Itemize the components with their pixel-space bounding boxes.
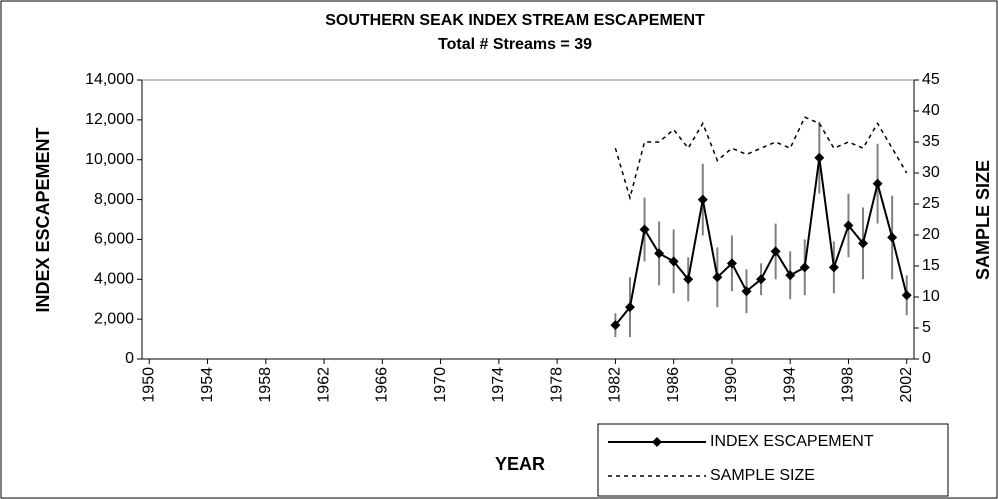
- x-tick-label: 1974: [490, 367, 507, 403]
- y2-tick-label: 30: [922, 164, 940, 181]
- x-tick-label: 1998: [840, 367, 857, 403]
- marker: [726, 258, 737, 269]
- legend-label: INDEX ESCAPEMENT: [710, 433, 874, 450]
- x-tick-label: 1950: [141, 367, 158, 403]
- y-tick-label: 14,000: [85, 71, 134, 88]
- y2-tick-label: 0: [922, 350, 931, 367]
- y2-tick-label: 35: [922, 133, 940, 150]
- y2-axis-label: SAMPLE SIZE: [973, 160, 993, 280]
- y2-tick-label: 45: [922, 71, 940, 88]
- dashed-line: [614, 116, 908, 201]
- x-tick-label: 1962: [315, 367, 332, 403]
- marker: [858, 238, 869, 249]
- y2-tick-label: 20: [922, 226, 940, 243]
- marker: [872, 178, 883, 189]
- marker: [610, 320, 621, 331]
- y2-tick-label: 25: [922, 195, 940, 212]
- y2-tick-label: 10: [922, 288, 940, 305]
- chart-subtitle: Total # Streams = 39: [438, 36, 592, 53]
- x-tick-label: 1970: [432, 367, 449, 403]
- y-tick-label: 0: [125, 350, 134, 367]
- chart-title: SOUTHERN SEAK INDEX STREAM ESCAPEMENT: [325, 12, 705, 29]
- y-tick-label: 8,000: [94, 191, 134, 208]
- marker: [770, 246, 781, 257]
- x-tick-label: 1978: [548, 367, 565, 403]
- x-tick-label: 1966: [374, 367, 391, 403]
- y2-tick-label: 40: [922, 102, 940, 119]
- x-tick-label: 1994: [781, 367, 798, 403]
- legend-label: SAMPLE SIZE: [710, 467, 815, 484]
- marker: [683, 274, 694, 285]
- marker: [712, 272, 723, 283]
- marker: [843, 220, 854, 231]
- marker: [887, 232, 898, 243]
- marker: [828, 262, 839, 273]
- marker: [741, 286, 752, 297]
- marker: [785, 270, 796, 281]
- x-tick-label: 1986: [665, 367, 682, 403]
- x-tick-label: 1982: [607, 367, 624, 403]
- y2-tick-label: 5: [922, 319, 931, 336]
- legend-marker: [652, 437, 662, 447]
- x-axis-label: YEAR: [495, 454, 545, 474]
- marker: [756, 274, 767, 285]
- marker: [639, 224, 650, 235]
- marker: [697, 194, 708, 205]
- marker: [668, 256, 679, 267]
- marker: [814, 152, 825, 163]
- y-tick-label: 4,000: [94, 271, 134, 288]
- y-tick-label: 12,000: [85, 111, 134, 128]
- marker: [901, 290, 912, 301]
- y-axis-label: INDEX ESCAPEMENT: [33, 127, 53, 312]
- y2-tick-label: 15: [922, 257, 940, 274]
- y-tick-label: 6,000: [94, 231, 134, 248]
- y-tick-label: 10,000: [85, 151, 134, 168]
- marker: [624, 302, 635, 313]
- x-tick-label: 1990: [723, 367, 740, 403]
- marker: [654, 248, 665, 259]
- x-tick-label: 2002: [898, 367, 915, 403]
- marker: [799, 262, 810, 273]
- x-tick-label: 1954: [199, 367, 216, 403]
- legend-box: [597, 423, 949, 497]
- y-tick-label: 2,000: [94, 310, 134, 327]
- x-tick-label: 1958: [257, 367, 274, 403]
